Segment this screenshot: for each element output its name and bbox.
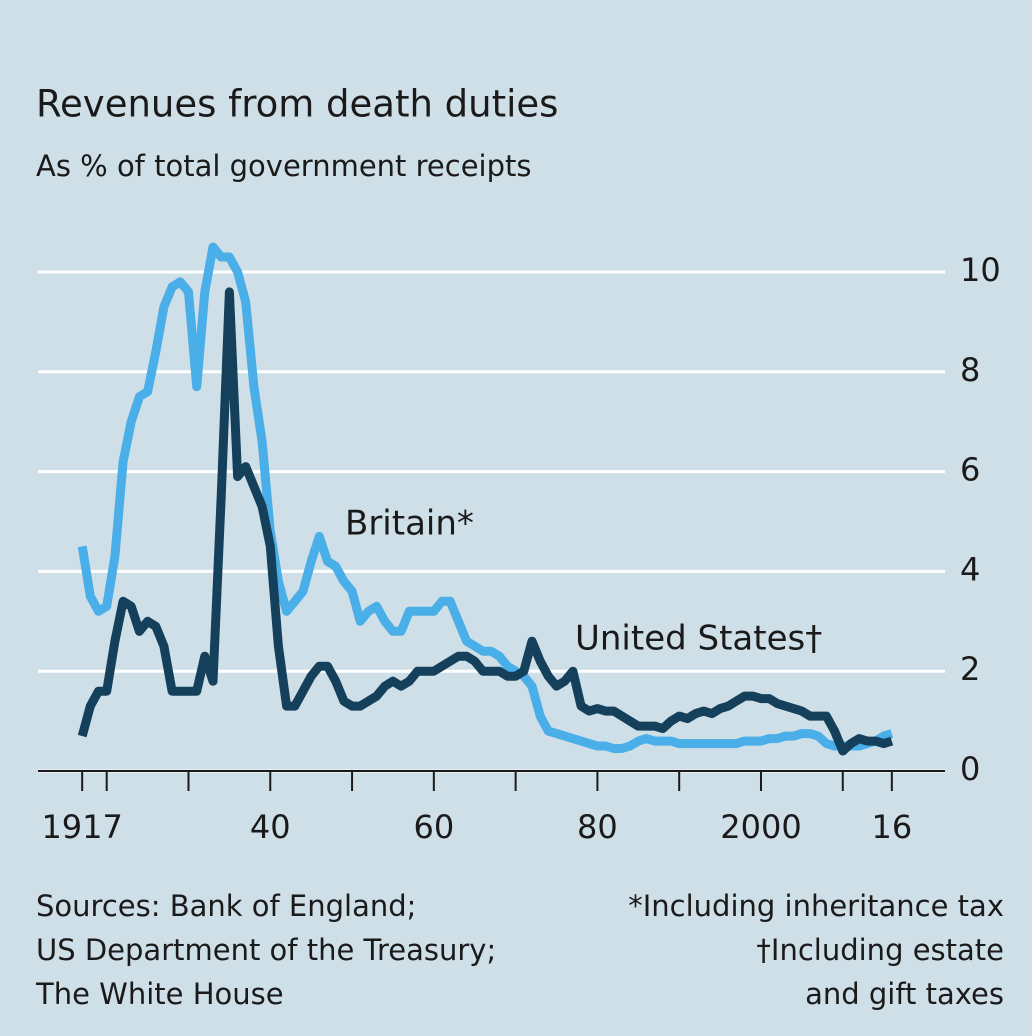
source-line: The White House bbox=[35, 977, 284, 1011]
y-tick-label: 2 bbox=[960, 650, 980, 688]
y-tick-label: 0 bbox=[960, 750, 980, 788]
series-label: United States† bbox=[575, 619, 822, 659]
series-line bbox=[77, 287, 894, 756]
notes: Sources: Bank of England; US Department o… bbox=[35, 889, 1004, 1011]
series-label: Britain* bbox=[345, 504, 474, 544]
y-tick-label: 8 bbox=[960, 351, 980, 389]
x-tick-label: 40 bbox=[250, 808, 291, 846]
source-line: US Department of the Treasury; bbox=[36, 933, 496, 967]
source-line: Sources: Bank of England; bbox=[36, 889, 416, 923]
y-tick-label: 4 bbox=[960, 550, 980, 588]
y-tick-label: 10 bbox=[960, 251, 1001, 289]
lines bbox=[77, 242, 894, 756]
y-tick-label: 6 bbox=[960, 451, 980, 489]
axis: 0 2 4 6 8 10 1917 40 60 80 2000 16 bbox=[38, 251, 1001, 846]
chart-subtitle: As % of total government receipts bbox=[36, 149, 532, 183]
x-tick-label: 1917 bbox=[41, 808, 122, 846]
x-tick-label: 60 bbox=[413, 808, 454, 846]
x-tick-label: 16 bbox=[871, 808, 912, 846]
x-tick-label: 2000 bbox=[720, 808, 801, 846]
footnote-line: *Including inheritance tax bbox=[628, 889, 1004, 923]
footnote-line: and gift taxes bbox=[805, 977, 1004, 1011]
chart-title: Revenues from death duties bbox=[36, 83, 558, 126]
footnote-line: †Including estate bbox=[756, 933, 1004, 967]
series-line bbox=[77, 242, 894, 753]
x-tick-label: 80 bbox=[577, 808, 618, 846]
